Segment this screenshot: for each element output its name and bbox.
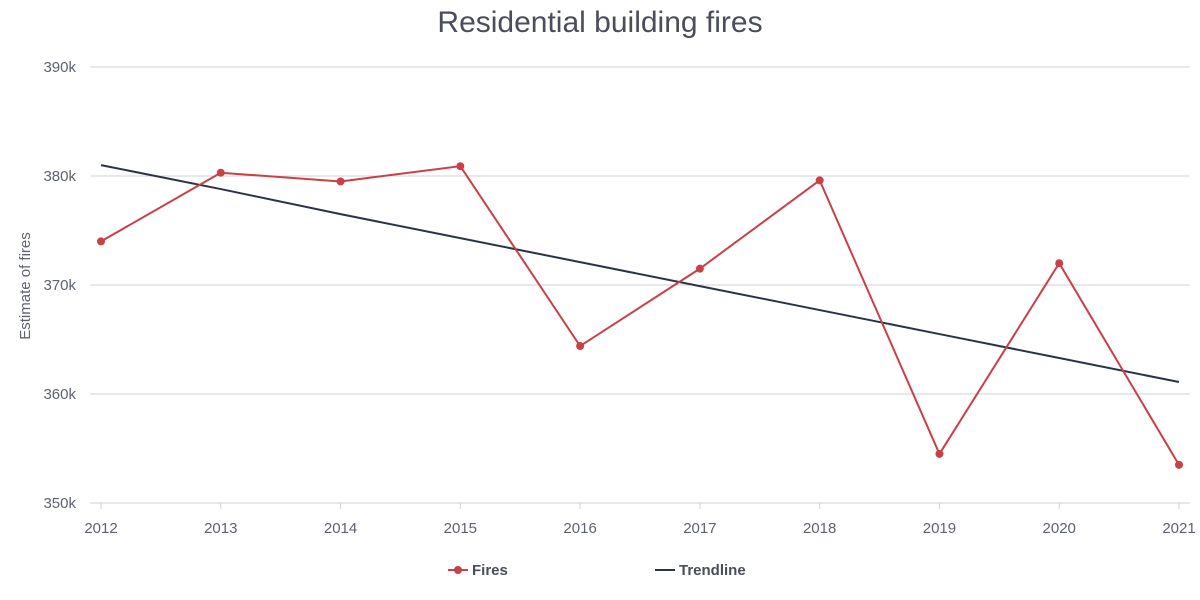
data-point-fires xyxy=(935,449,944,458)
data-point-fires xyxy=(576,342,585,351)
series-line-trendline xyxy=(100,164,1180,383)
y-tick-label: 370k xyxy=(43,277,76,294)
y-tick-label: 380k xyxy=(43,168,76,185)
x-tick-label: 2015 xyxy=(444,520,477,537)
x-tick-label: 2018 xyxy=(803,520,836,537)
x-tick-label: 2019 xyxy=(923,520,956,537)
data-point-fires xyxy=(1055,259,1064,268)
x-tick-labels: 2012 2013 2014 2015 2016 2017 2018 2019 2020 2021 xyxy=(84,503,1196,537)
x-tick-label: 2016 xyxy=(563,520,596,537)
x-tick-label: 2012 xyxy=(84,520,117,537)
legend: Fires Trendline xyxy=(0,559,1200,581)
y-tick-label: 360k xyxy=(43,386,76,403)
x-tick-label: 2020 xyxy=(1043,520,1076,537)
y-tick-label: 350k xyxy=(43,495,76,512)
x-tick-label: 2021 xyxy=(1162,520,1195,537)
x-tick-label: 2013 xyxy=(204,520,237,537)
data-point-fires xyxy=(1175,460,1183,469)
y-tick-labels: 350k 360k 370k 380k 390k xyxy=(43,59,76,512)
legend-item-fires[interactable]: Fires xyxy=(448,559,508,581)
data-point-fires xyxy=(216,168,225,177)
x-tick-label: 2017 xyxy=(683,520,716,537)
data-point-fires xyxy=(336,177,345,186)
data-point-fires xyxy=(695,264,704,273)
data-point-fires xyxy=(97,237,105,246)
data-point-fires xyxy=(815,176,824,185)
legend-swatch-fires xyxy=(448,566,468,574)
legend-label-fires: Fires xyxy=(472,561,508,579)
gridlines xyxy=(90,66,1190,504)
y-axis-label: Estimate of fires xyxy=(17,232,34,340)
legend-swatch-trendline xyxy=(655,569,675,571)
chart-title: Residential building fires xyxy=(437,6,763,39)
series-layer xyxy=(97,162,1183,469)
legend-item-trendline[interactable]: Trendline xyxy=(655,559,746,581)
legend-label-trendline: Trendline xyxy=(679,561,746,579)
series-line-fires xyxy=(100,165,1180,466)
y-tick-label: 390k xyxy=(43,59,76,76)
data-point-fires xyxy=(456,162,465,171)
x-tick-label: 2014 xyxy=(324,520,357,537)
